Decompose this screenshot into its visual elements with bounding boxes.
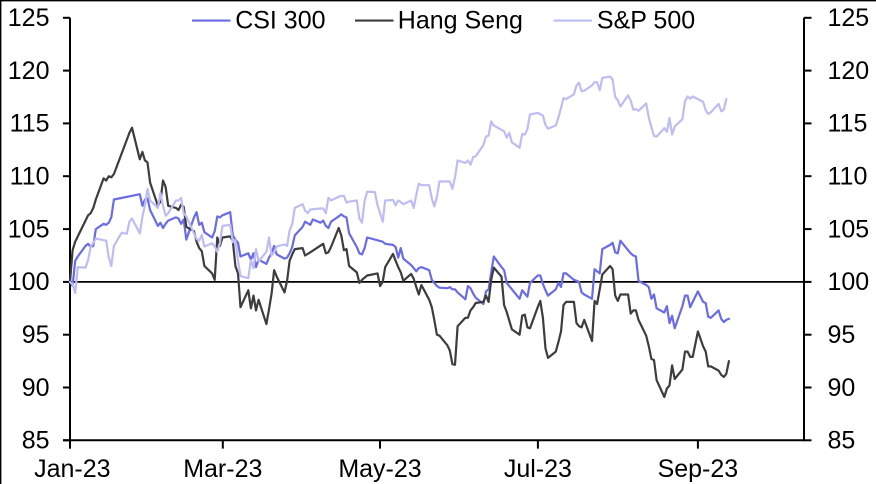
- svg-text:100: 100: [8, 268, 50, 296]
- svg-text:110: 110: [828, 163, 868, 191]
- svg-text:85: 85: [828, 427, 856, 455]
- svg-text:95: 95: [22, 321, 50, 349]
- svg-text:100: 100: [828, 268, 870, 296]
- svg-text:120: 120: [828, 57, 870, 85]
- svg-text:120: 120: [8, 57, 50, 85]
- svg-text:95: 95: [828, 321, 856, 349]
- svg-text:90: 90: [828, 374, 856, 402]
- svg-text:115: 115: [10, 110, 50, 138]
- svg-text:105: 105: [8, 215, 50, 243]
- svg-text:Sep-23: Sep-23: [658, 455, 739, 483]
- svg-text:115: 115: [828, 110, 868, 138]
- svg-text:105: 105: [828, 215, 870, 243]
- svg-text:110: 110: [10, 163, 50, 191]
- svg-text:90: 90: [22, 374, 50, 402]
- svg-text:Jan-23: Jan-23: [34, 455, 110, 483]
- svg-text:May-23: May-23: [338, 455, 421, 483]
- svg-text:85: 85: [22, 427, 50, 455]
- svg-text:Jul-23: Jul-23: [504, 455, 572, 483]
- svg-text:Mar-23: Mar-23: [183, 455, 262, 483]
- svg-text:Hang Seng: Hang Seng: [398, 7, 523, 35]
- svg-text:CSI 300: CSI 300: [235, 7, 325, 35]
- svg-text:S&P 500: S&P 500: [597, 7, 695, 35]
- svg-text:125: 125: [8, 4, 50, 32]
- svg-text:125: 125: [828, 4, 870, 32]
